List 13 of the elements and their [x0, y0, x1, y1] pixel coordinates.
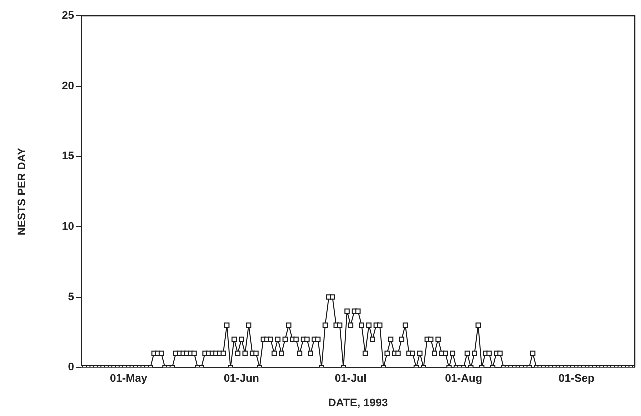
y-axis-title: NESTS PER DAY — [16, 147, 29, 236]
x-axis-title: DATE, 1993 — [328, 397, 388, 410]
x-tick-label: 01-May — [110, 373, 148, 386]
y-tick-label: 15 — [62, 150, 74, 163]
y-tick-label: 10 — [62, 220, 74, 233]
y-tick-label: 0 — [68, 362, 74, 374]
x-tick-label: 01-Jul — [335, 373, 367, 386]
y-tick-label: 25 — [62, 10, 74, 22]
y-tick-label: 20 — [62, 80, 74, 92]
x-tick-label: 01-Jun — [224, 373, 260, 386]
x-tick-label: 01-Sep — [558, 373, 596, 386]
x-tick-label: 01-Aug — [445, 373, 482, 386]
y-tick-label: 5 — [68, 291, 74, 304]
